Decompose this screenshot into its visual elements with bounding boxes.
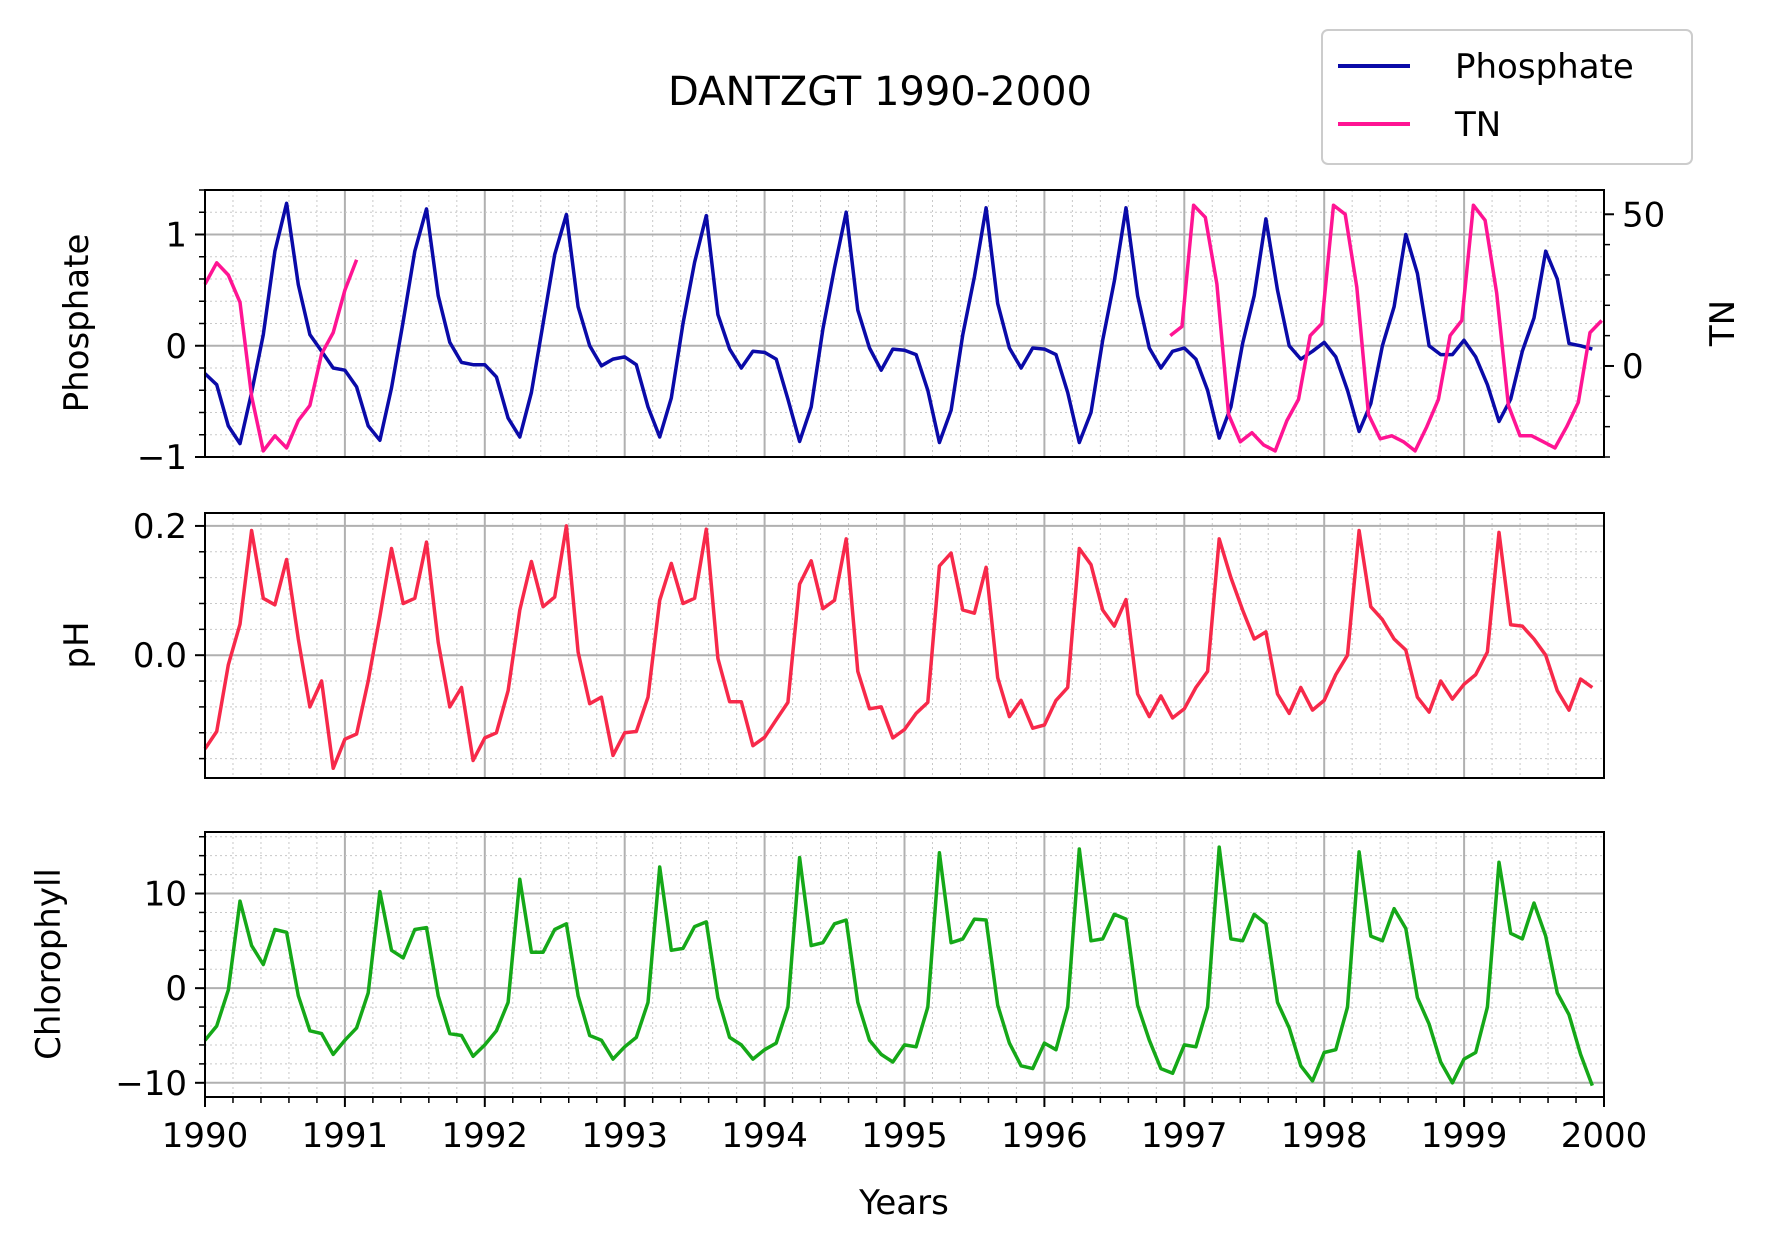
xtick-label: 1992	[442, 1116, 529, 1156]
ytick-label: 0	[165, 969, 187, 1009]
ytick-label: 1	[165, 216, 187, 256]
ytick-label: 10	[144, 875, 187, 915]
lines-phosphate	[203, 201, 1603, 453]
ytick-right-label: 0	[1622, 347, 1644, 387]
ytick-label: 0.2	[133, 507, 187, 547]
xtick-label: 2000	[1561, 1116, 1648, 1156]
series-line-tn	[203, 259, 359, 453]
ytick-label: 0	[165, 327, 187, 367]
xtick-label: 1991	[302, 1116, 389, 1156]
legend-label-phosphate: Phosphate	[1455, 47, 1634, 87]
yticks-chlorophyll: 10 0 −10	[115, 835, 205, 1104]
yticks-ph: 0.2 0.0	[133, 507, 205, 760]
panel-phosphate: 1 0 −1 50 0 Phosphate TN	[57, 189, 1743, 478]
legend-label-tn: TN	[1454, 105, 1501, 145]
yticks-tn: 50 0	[1604, 195, 1665, 458]
chart-title: DANTZGT 1990-2000	[668, 69, 1092, 115]
ytick-label: −10	[115, 1064, 187, 1104]
panel-chlorophyll: 100−10 1990 1991 1992 1993 1994 1995 1996 1997 1…	[29, 831, 1648, 1223]
xtick-label: 1993	[581, 1116, 668, 1156]
yticks-phosphate: 1 0 −1	[137, 189, 205, 478]
series-line-chlorophyll	[203, 845, 1594, 1087]
legend: Phosphate TN	[1321, 29, 1693, 165]
ytick-label: −1	[137, 438, 187, 478]
ylabel-phosphate: Phosphate	[57, 234, 97, 413]
xtick-label: 1998	[1281, 1116, 1368, 1156]
ytick-right-label: 50	[1622, 195, 1665, 235]
xlabel-years: Years	[858, 1183, 949, 1223]
xtick-label: 1996	[1001, 1116, 1088, 1156]
series-line-ph	[203, 524, 1594, 771]
ytick-label: 0.0	[133, 636, 187, 676]
xticks-years: 1990 1991 1992 1993 1994 1995 1996 1997 1998 1999…	[162, 1097, 1648, 1156]
ylabel-chlorophyll: Chlorophyll	[29, 868, 69, 1060]
ylabel-tn: TN	[1703, 300, 1743, 347]
xtick-label: 1997	[1141, 1116, 1228, 1156]
lines-chlorophyll	[203, 845, 1594, 1087]
xtick-label: 1990	[162, 1116, 249, 1156]
lines-ph	[203, 524, 1594, 771]
series-line-phosphate	[203, 201, 1593, 446]
xtick-label: 1994	[721, 1116, 808, 1156]
xtick-label: 1995	[861, 1116, 948, 1156]
legend-box	[1321, 29, 1693, 165]
panel-ph: 0.2 0.0 pH	[57, 507, 1605, 779]
ylabel-ph: pH	[57, 621, 97, 668]
xtick-label: 1999	[1421, 1116, 1508, 1156]
series-line-tn	[1169, 203, 1603, 453]
axes-frame-ph	[204, 512, 1605, 779]
